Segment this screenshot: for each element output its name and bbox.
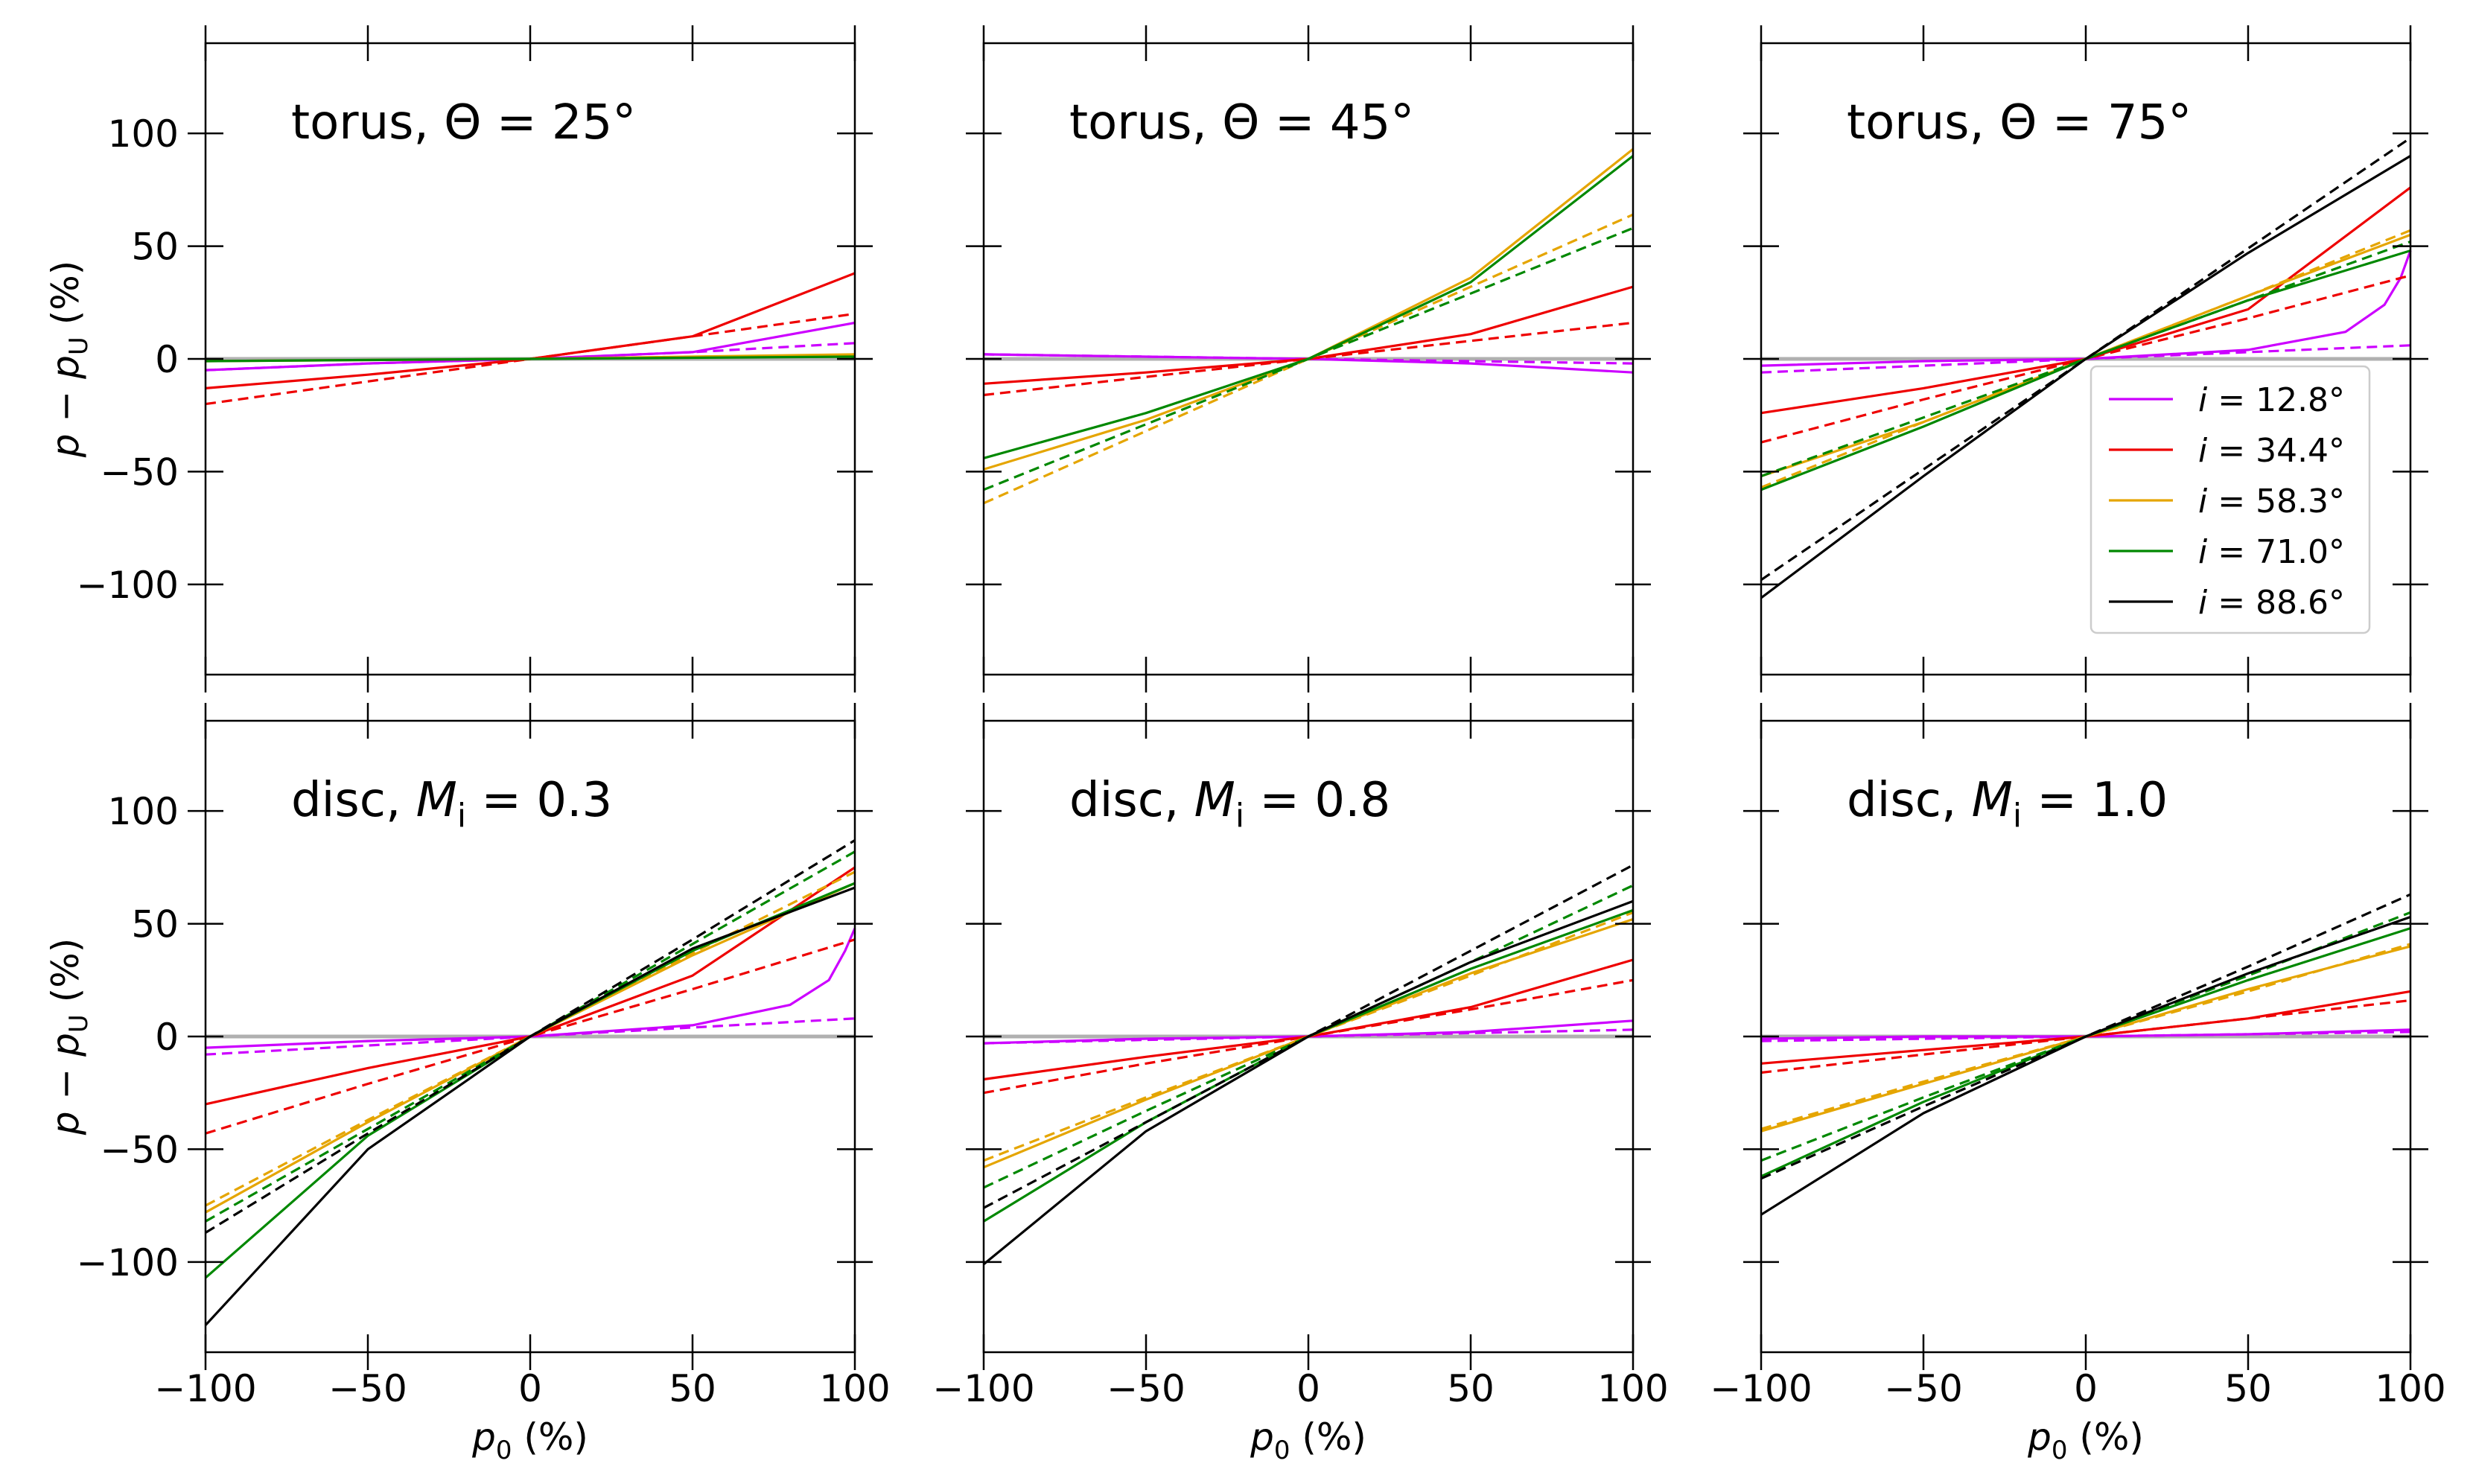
series-line-9 xyxy=(204,886,856,1326)
x-tick-label: 100 xyxy=(819,1367,890,1410)
legend-entry: i = 34.4° xyxy=(2109,432,2345,470)
series-line-2 xyxy=(1760,344,2411,374)
y-tick-label: −50 xyxy=(100,1128,179,1171)
series-line-2 xyxy=(983,353,1634,365)
legend-entry: i = 12.8° xyxy=(2109,381,2345,419)
x-axis-label: p0 (%) xyxy=(471,1415,588,1465)
series-line-10 xyxy=(1760,893,2411,1180)
series-line-6 xyxy=(983,213,1634,505)
series-line-7 xyxy=(983,155,1634,459)
series-line-10 xyxy=(205,839,856,1234)
panel-2: torus, Θ = 45° xyxy=(966,25,1651,692)
legend-label: i = 58.3° xyxy=(2198,483,2345,520)
legend-label: i = 34.4° xyxy=(2198,432,2345,470)
x-tick-label: −50 xyxy=(328,1367,407,1410)
series-line-4 xyxy=(205,938,856,1135)
legend-label: i = 88.6° xyxy=(2198,584,2345,622)
x-tick-label: 100 xyxy=(2375,1367,2445,1410)
series-line-7 xyxy=(1760,927,2411,1178)
x-tick-label: 100 xyxy=(1597,1367,1668,1410)
x-tick-label: 50 xyxy=(1447,1367,1495,1410)
x-tick-label: −50 xyxy=(1107,1367,1185,1410)
x-tick-label: −100 xyxy=(1710,1367,1812,1410)
y-tick-label: 50 xyxy=(131,903,179,946)
panel-title: disc, Mi = 0.3 xyxy=(291,773,612,835)
series-line-1 xyxy=(205,321,856,372)
y-tick-label: 100 xyxy=(108,112,179,156)
legend-label: i = 71.0° xyxy=(2198,533,2345,571)
y-tick-label: 0 xyxy=(155,1016,179,1059)
plot-panels: −100 −50 0 50 100 p − pU (%) torus, Θ = 25° tor… xyxy=(44,25,2446,1465)
series-line-4 xyxy=(1760,999,2411,1074)
y-tick-label: −50 xyxy=(100,450,179,494)
legend-entry: i = 58.3° xyxy=(2109,483,2345,520)
x-tick-label: 0 xyxy=(518,1367,542,1410)
panel-title: torus, Θ = 45° xyxy=(1069,95,1414,150)
x-axis-label: p0 (%) xyxy=(1250,1415,1366,1465)
series-line-2 xyxy=(983,1028,1634,1045)
panel-4: −100 −50 0 50 100 p − pU (%) −100 −50 0 50 100 p0 (… xyxy=(44,703,891,1465)
series-line-1 xyxy=(983,1019,1634,1045)
y-tick-label: 50 xyxy=(131,226,179,269)
x-tick-label: 0 xyxy=(1296,1367,1320,1410)
series-line-10 xyxy=(983,864,1634,1209)
panel-title: torus, Θ = 25° xyxy=(291,95,636,150)
x-tick-label: 50 xyxy=(669,1367,716,1410)
y-axis-label: p − pU (%) xyxy=(44,261,94,459)
x-tick-label: −100 xyxy=(932,1367,1034,1410)
panel-6: −100 −50 0 50 100 p0 (%) disc, Mi = 1.0 xyxy=(1710,703,2446,1465)
y-tick-label: 100 xyxy=(108,790,179,833)
x-tick-label: −50 xyxy=(1884,1367,1963,1410)
legend-box xyxy=(2090,365,2371,634)
x-tick-label: 50 xyxy=(2224,1367,2272,1410)
series-line-1 xyxy=(1760,250,2412,367)
series-line-3 xyxy=(1760,990,2411,1065)
legend-entry: i = 71.0° xyxy=(2109,533,2345,571)
series-line-9 xyxy=(1760,915,2411,1216)
y-tick-label: −100 xyxy=(77,1241,179,1284)
series-line-3 xyxy=(205,272,856,389)
panel-5: −100 −50 0 50 100 p0 (%) disc, Mi = 0.8 xyxy=(932,703,1669,1465)
y-axis-label: p − pU (%) xyxy=(44,938,94,1136)
legend-entry: i = 88.6° xyxy=(2109,584,2345,622)
y-tick-label: −100 xyxy=(77,564,179,607)
series-line-8 xyxy=(983,884,1634,1189)
y-tick-label: 0 xyxy=(155,338,179,381)
series-line-2 xyxy=(205,1017,856,1056)
series-line-3 xyxy=(205,866,856,1106)
x-tick-label: 0 xyxy=(2074,1367,2098,1410)
series-line-3 xyxy=(983,285,1634,385)
series-line-4 xyxy=(983,321,1634,397)
series-line-9 xyxy=(982,899,1634,1266)
series-line-3 xyxy=(983,958,1634,1081)
panel-title: disc, Mi = 1.0 xyxy=(1847,773,2168,835)
series-line-5 xyxy=(983,148,1634,471)
panel-title: torus, Θ = 75° xyxy=(1847,95,2192,150)
x-tick-label: −100 xyxy=(154,1367,256,1410)
legend-label: i = 12.8° xyxy=(2198,381,2345,419)
legend: i = 12.8° i = 34.4° i = 58.3° i = 71.0° i = … xyxy=(2090,365,2371,634)
panel-1: −100 −50 0 50 100 p − pU (%) torus, Θ = 25° xyxy=(44,25,873,692)
panel-3: torus, Θ = 75° xyxy=(1743,25,2428,692)
series-line-9 xyxy=(1760,155,2411,599)
series-line-5 xyxy=(1760,945,2411,1133)
series-line-8 xyxy=(205,850,856,1223)
x-axis-label: p0 (%) xyxy=(2027,1415,2144,1465)
panel-title: disc, Mi = 0.8 xyxy=(1069,773,1390,835)
series-line-8 xyxy=(983,226,1634,491)
series-line-2 xyxy=(1760,1031,2411,1042)
series-line-1 xyxy=(205,927,856,1049)
series-line-6 xyxy=(205,870,856,1207)
series-line-6 xyxy=(205,355,856,363)
series-line-5 xyxy=(983,917,1634,1169)
series-line-2 xyxy=(205,342,856,372)
